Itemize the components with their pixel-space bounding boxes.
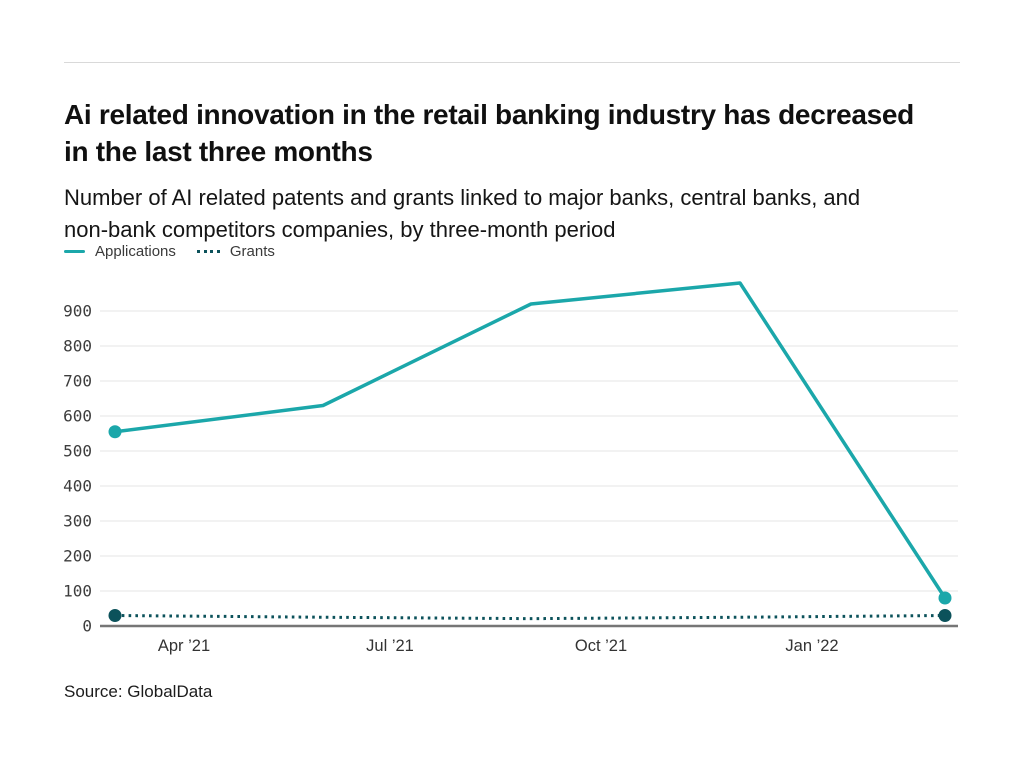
grants-endpoint-dot bbox=[108, 609, 122, 622]
y-tick-label: 600 bbox=[63, 407, 92, 426]
y-tick-label: 500 bbox=[63, 442, 92, 461]
y-tick-label: 200 bbox=[63, 547, 92, 566]
x-tick-label: Jul ’21 bbox=[366, 637, 414, 655]
legend-item-applications: Applications bbox=[64, 243, 176, 260]
top-divider bbox=[64, 62, 960, 63]
applications-endpoint-dot bbox=[938, 591, 952, 605]
y-tick-label: 800 bbox=[63, 337, 92, 356]
legend-label-grants: Grants bbox=[229, 243, 275, 260]
source-caption: Source: GlobalData bbox=[64, 682, 213, 701]
applications-line bbox=[114, 281, 947, 599]
grants-line bbox=[114, 614, 946, 621]
y-tick-label: 700 bbox=[63, 372, 92, 391]
x-tick-label: Jan ’22 bbox=[785, 637, 838, 655]
chart-title: Ai related innovation in the retail bank… bbox=[64, 98, 914, 167]
y-tick-label: 0 bbox=[82, 617, 92, 636]
y-tick-label: 300 bbox=[63, 512, 92, 531]
y-tick-label: 900 bbox=[63, 302, 92, 321]
applications-line-swatch-icon bbox=[64, 249, 85, 254]
grants-dotted-swatch-icon bbox=[196, 250, 220, 253]
x-tick-label: Oct ’21 bbox=[575, 637, 627, 655]
legend: Applications Grants bbox=[64, 243, 275, 260]
chart-subtitle: Number of AI related patents and grants … bbox=[64, 185, 861, 242]
y-tick-label: 100 bbox=[63, 582, 92, 601]
y-tick-label: 400 bbox=[63, 477, 92, 496]
legend-item-grants: Grants bbox=[196, 243, 275, 260]
legend-label-applications: Applications bbox=[95, 243, 176, 260]
applications-endpoint-dot bbox=[108, 425, 122, 439]
x-tick-label: Apr ’21 bbox=[158, 637, 210, 655]
grants-endpoint-dot bbox=[938, 609, 952, 622]
